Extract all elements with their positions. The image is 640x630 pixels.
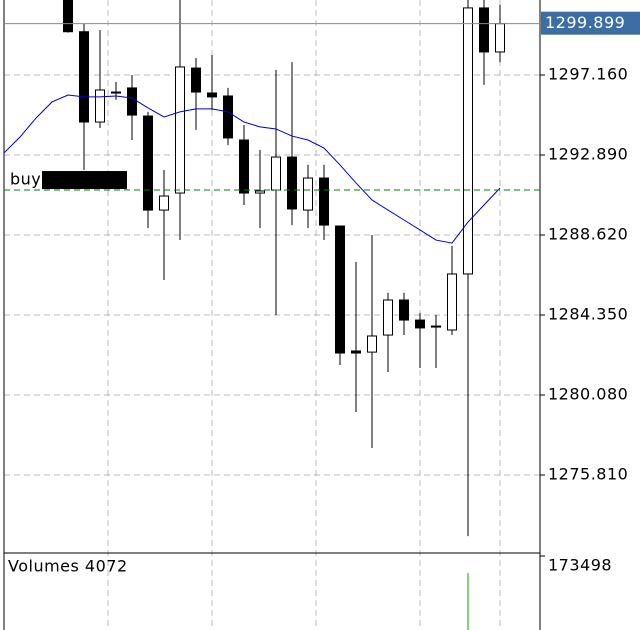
candle-body [399,299,409,321]
candle-body [143,115,153,211]
candle-body [303,177,313,211]
candle-body [207,92,217,98]
candle-body [319,177,329,226]
candle-body [351,350,361,354]
y-tick-label: 1275.810 [548,465,628,484]
y-tick-label: 1292.890 [548,144,628,163]
candle-body [415,319,425,329]
candle-body [447,273,457,331]
candle-body [367,335,377,353]
candle-body [127,87,137,116]
candle-body [271,156,281,191]
moving-average [3,94,501,244]
candle-body [479,7,489,53]
y-tick-label: 1301.430 [548,0,628,3]
candle-body [463,7,473,275]
redaction [42,171,127,190]
candle-body [175,66,185,194]
volume-title: Volumes 4072 [8,557,128,576]
candle-body [95,89,105,123]
candle-body [191,67,201,93]
candle-body [111,91,121,94]
y-tick-label: 1284.350 [548,305,628,324]
candle-body [223,95,233,139]
candle-body [383,299,393,336]
candle-body [287,156,297,210]
candle-body [79,31,89,123]
candle-body [159,195,169,211]
y-tick-label: 1280.080 [548,385,628,404]
candle-body [335,225,345,354]
y-tick-label: 1288.620 [548,225,628,244]
candle-body [239,139,249,194]
current-price-label: 1299.899 [545,13,625,32]
volume-tick-label: 173498 [548,556,612,575]
candle-body [495,23,505,53]
candle-body [63,0,73,33]
current-price-box [541,11,640,35]
candle-body [255,190,265,194]
candle-body [431,325,441,328]
y-tick-label: 1297.160 [548,64,628,83]
buy-label: buy [10,170,41,189]
